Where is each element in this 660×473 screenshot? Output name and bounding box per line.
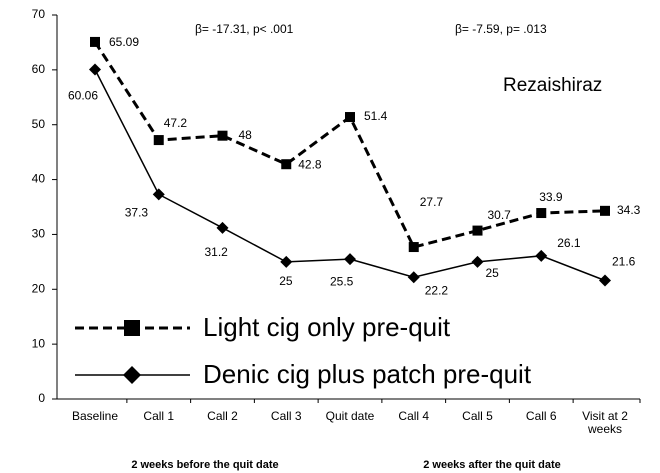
x-tick-label-box: Call 5 [462,410,493,423]
x-tick-label-box: Call 6 [525,410,557,423]
x-tick-label-box: Call 2 [207,410,238,423]
x-tick-label-box: Call 1 [143,410,175,423]
x-tick-label-box: Visit at 2 weeks [582,410,628,436]
data-label: 37.3 [125,206,149,220]
data-point [280,255,293,268]
y-tick-label: 10 [32,336,46,350]
data-point [471,255,484,268]
y-tick-label: 40 [32,172,46,186]
data-label: 22.2 [425,283,449,297]
data-label: 25.5 [330,274,354,288]
legend-marker [123,366,141,384]
series-line [94,69,606,282]
data-point [536,208,547,219]
x-tick-label: Baseline [71,410,119,423]
data-label: 51.4 [364,109,388,123]
data-point [407,271,420,284]
data-label: 42.8 [298,157,322,171]
x-tick-label: Call 1 [143,410,175,423]
data-label: 25 [279,274,293,288]
y-tick-label: 70 [32,7,46,21]
data-label: 25 [486,266,500,280]
data-label: 21.6 [612,255,636,269]
data-label: 30.7 [488,208,512,222]
data-label: 26.1 [557,236,581,250]
data-point [281,159,292,170]
data-point [472,225,483,236]
x-tick-label: Quit date [325,410,375,423]
y-tick-label: 30 [32,227,46,241]
x-tick-label: Visit at 2 weeks [582,410,628,436]
x-tick-label: Call 6 [525,410,557,423]
x-tick-label: Call 2 [207,410,238,423]
data-point [344,253,356,266]
data-point [408,242,419,253]
data-point [216,221,229,234]
data-label: 47.2 [164,116,188,130]
data-label: 48 [239,128,253,142]
x-tick-label-box: Call 3 [270,410,302,423]
group-label: 2 weeks before the quit date [131,459,278,471]
legend-label: Denic cig plus patch pre-quit [203,359,532,389]
data-point [152,188,165,201]
data-label: 31.2 [205,245,229,259]
data-point [153,135,164,146]
x-tick-label-box: Baseline [71,410,119,423]
legend-label: Light cig only pre-quit [203,312,451,342]
data-point [345,112,355,123]
x-tick-label-box: Quit date [325,410,375,423]
series-line [93,41,606,249]
x-tick-label: Call 4 [398,410,430,423]
x-tick-label-box: Call 4 [398,410,430,423]
data-point [600,205,610,216]
data-point [89,63,101,76]
data-label: 33.9 [539,190,563,204]
data-point [217,130,228,141]
x-tick-label: Call 5 [462,410,493,423]
y-tick-label: 20 [32,281,46,295]
y-tick-label: 50 [32,117,46,131]
annotation: β= -7.59, p= .013 [455,22,547,36]
legend-marker [124,320,140,336]
data-label: 65.09 [109,35,139,49]
annotation: Rezaishiraz [503,75,602,96]
data-label: 60.06 [68,89,98,103]
data-point [90,36,100,47]
y-tick-label: 0 [38,391,45,405]
annotation: β= -17.31, p< .001 [195,22,294,36]
x-tick-label: Call 3 [270,410,302,423]
data-point [599,274,611,287]
data-point [535,249,548,262]
data-label: 34.3 [617,203,641,217]
y-tick-label: 60 [32,62,46,76]
data-label: 27.7 [420,195,444,209]
group-label: 2 weeks after the quit date [423,459,561,471]
